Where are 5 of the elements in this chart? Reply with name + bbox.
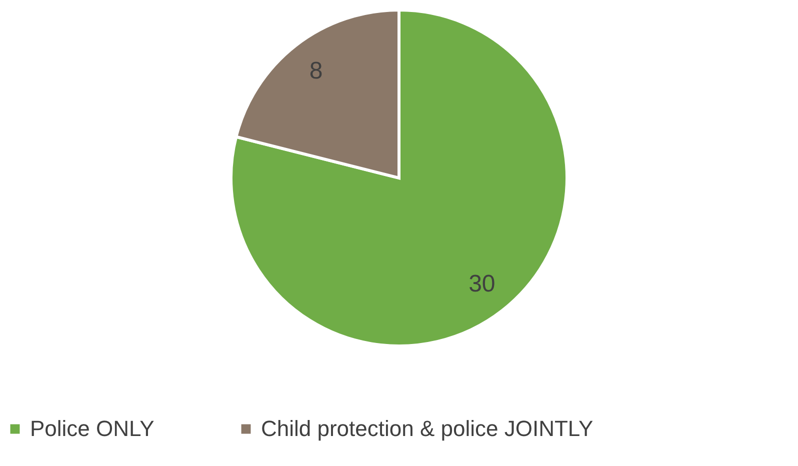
pie-slice xyxy=(230,8,568,348)
data-label: 8 xyxy=(309,57,323,84)
legend-label: Child protection & police JOINTLY xyxy=(261,416,594,441)
data-label: 30 xyxy=(468,270,496,298)
legend-label: Police ONLY xyxy=(30,416,155,441)
